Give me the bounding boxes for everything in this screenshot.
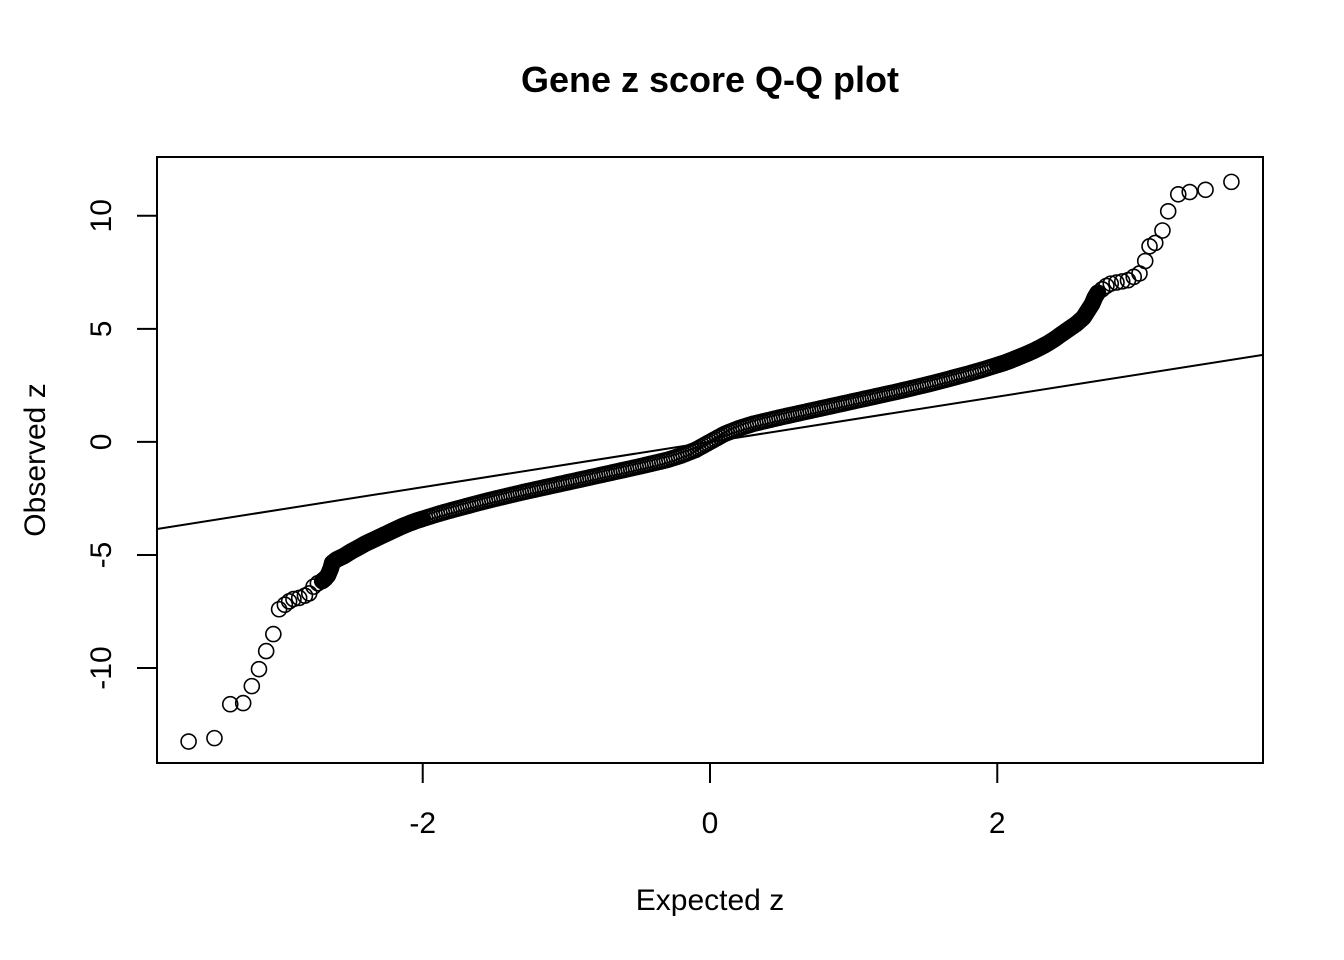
- data-point: [276, 596, 294, 614]
- y-tick-label: -5: [85, 542, 118, 569]
- data-point: [1159, 202, 1177, 220]
- y-axis: -10 -5 0 5 10: [85, 199, 157, 690]
- data-point: [1102, 275, 1120, 292]
- data-point: [1154, 222, 1171, 239]
- y-tick-label: -10: [85, 646, 118, 689]
- data-point: [1181, 183, 1199, 201]
- data-point: [1146, 234, 1164, 252]
- data-point: [221, 695, 239, 713]
- data-points: [180, 173, 1240, 750]
- data-point: [1089, 285, 1106, 302]
- chart-title: Gene z score Q-Q plot: [521, 59, 899, 100]
- data-point: [265, 625, 282, 643]
- x-axis: -2 0 2: [409, 763, 1006, 840]
- data-point: [1113, 273, 1131, 290]
- data-point: [285, 590, 302, 608]
- x-tick-label: 2: [989, 807, 1006, 840]
- data-point: [1169, 186, 1187, 203]
- data-point: [1223, 173, 1240, 191]
- data-point: [206, 729, 223, 747]
- data-point: [1141, 238, 1158, 255]
- data-point: [1136, 252, 1154, 270]
- data-point: [243, 677, 261, 695]
- data-point: [234, 694, 252, 712]
- data-point: [180, 733, 197, 750]
- data-point: [257, 642, 275, 660]
- x-tick-label: 0: [702, 807, 719, 840]
- y-tick-label: 5: [85, 321, 118, 338]
- data-point: [1108, 274, 1125, 291]
- y-axis-label: Observed z: [19, 383, 52, 536]
- data-point: [270, 600, 288, 618]
- data-point: [250, 660, 268, 678]
- y-tick-label: 10: [85, 199, 118, 232]
- x-axis-label: Expected z: [636, 884, 784, 917]
- x-tick-label: -2: [409, 807, 436, 840]
- plot-frame: [156, 156, 1264, 764]
- y-tick-label: 0: [85, 434, 118, 451]
- data-point: [1197, 181, 1214, 199]
